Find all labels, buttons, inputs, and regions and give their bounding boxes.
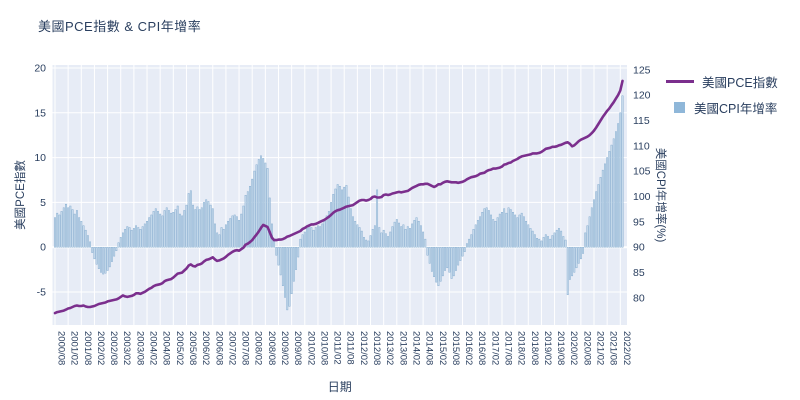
x-tick-label: 2011/08	[345, 331, 356, 365]
x-tick-label: 2016/02	[463, 331, 474, 365]
y-right-tick-label: 125	[633, 64, 651, 76]
x-tick-label: 2013/02	[384, 331, 395, 365]
y-right-tick-label: 95	[633, 216, 645, 228]
x-tick-label: 2009/08	[292, 331, 303, 365]
x-tick-label: 2001/08	[82, 331, 93, 365]
x-tick-label: 2008/02	[253, 331, 264, 365]
x-tick-label: 2011/02	[332, 331, 343, 365]
x-tick-label: 2012/08	[371, 331, 382, 365]
x-tick-label: 2015/02	[437, 331, 448, 365]
x-tick-label: 2019/08	[555, 331, 566, 365]
x-tick-label: 2019/02	[542, 331, 553, 365]
x-tick-label: 2020/08	[581, 331, 592, 365]
x-tick-label: 2017/08	[502, 331, 513, 365]
x-tick-label: 2020/02	[568, 331, 579, 365]
y-right-tick-label: 110	[633, 140, 650, 152]
x-tick-label: 2018/08	[529, 331, 540, 365]
x-tick-label: 2010/08	[318, 331, 329, 365]
legend-item-cpi-bar[interactable]: 美國CPI年增率	[666, 98, 778, 117]
legend-label-pce: 美國PCE指數	[702, 76, 778, 90]
x-tick-label: 2008/08	[266, 331, 277, 365]
y-right-tick-label: 105	[633, 166, 651, 178]
y-left-tick-label: -5	[37, 287, 46, 299]
legend-item-pce-line[interactable]: 美國PCE指數	[666, 72, 778, 91]
x-tick-label: 2009/02	[279, 331, 290, 365]
y-right-tick-label: 120	[633, 90, 651, 102]
x-tick-label: 2016/08	[476, 331, 487, 365]
x-tick-label: 2006/02	[200, 331, 211, 365]
x-tick-label: 2017/02	[489, 331, 500, 365]
x-tick-label: 2022/02	[621, 331, 632, 365]
x-tick-label: 2018/02	[516, 331, 527, 365]
y-right-tick-label: 100	[633, 191, 651, 203]
x-tick-label: 2002/08	[108, 331, 119, 365]
x-tick-label: 2015/08	[450, 331, 461, 365]
x-axis-title: 日期	[328, 380, 352, 394]
x-tick-label: 2001/02	[69, 331, 80, 365]
x-tick-label: 2021/02	[595, 331, 606, 365]
y-left-tick-label: 0	[40, 242, 46, 254]
x-tick-label: 2004/02	[148, 331, 159, 365]
x-tick-label: 2003/08	[134, 331, 145, 365]
y-left-tick-label: 15	[34, 107, 46, 119]
x-tick-label: 2013/08	[397, 331, 408, 365]
x-tick-label: 2006/08	[213, 331, 224, 365]
x-tick-label: 2014/02	[410, 331, 421, 365]
legend-label-cpi: 美國CPI年增率	[694, 102, 778, 116]
x-tick-label: 2004/08	[161, 331, 172, 365]
cpi-bar-swatch-icon	[674, 102, 685, 113]
y-right-tick-label: 90	[633, 242, 645, 254]
x-tick-label: 2014/08	[424, 331, 435, 365]
legend: 美國PCE指數 美國CPI年增率	[666, 72, 778, 117]
y-right-tick-label: 80	[633, 292, 645, 304]
x-tick-label: 2000/08	[56, 331, 67, 365]
x-tick-label: 2002/02	[95, 331, 106, 365]
y-right-tick-label: 115	[633, 115, 650, 127]
x-tick-label: 2003/02	[121, 331, 132, 365]
x-tick-label: 2007/02	[226, 331, 237, 365]
x-tick-label: 2010/02	[305, 331, 316, 365]
x-tick-label: 2005/02	[174, 331, 185, 365]
chart-title: 美國PCE指數 & CPI年增率	[38, 19, 202, 34]
y-right-tick-label: 85	[633, 267, 645, 279]
x-tick-label: 2021/08	[608, 331, 619, 365]
x-tick-label: 2005/08	[187, 331, 198, 365]
y-left-axis-title: 美國PCE指數	[13, 160, 27, 230]
y-left-tick-label: 5	[40, 197, 46, 209]
pce-line-swatch-icon	[666, 80, 694, 83]
x-tick-label: 2012/02	[358, 331, 369, 365]
y-right-axis-title: 美國CPI年增率(%)	[654, 148, 668, 243]
y-left-tick-label: 20	[34, 63, 46, 75]
x-tick-label: 2007/08	[240, 331, 251, 365]
y-left-tick-label: 10	[34, 152, 46, 164]
